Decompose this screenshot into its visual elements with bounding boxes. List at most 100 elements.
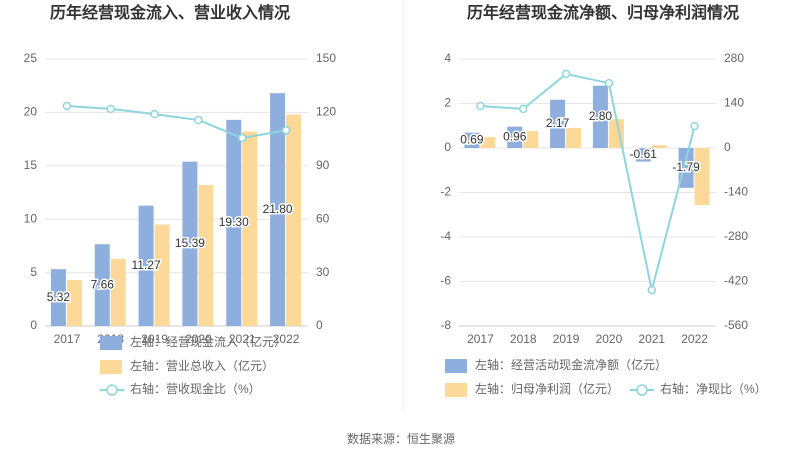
y2-tick-label: -280 [724, 229, 748, 243]
bar [592, 85, 608, 148]
line-point [647, 285, 656, 295]
y-tick-label: 4 [444, 51, 451, 65]
x-tick-label: 2019 [141, 332, 168, 346]
bar [480, 137, 496, 148]
bar [154, 224, 170, 326]
line-point [561, 69, 571, 79]
chart-title: 历年经营现金流净额、归母净利润情况 [467, 3, 739, 22]
y2-tick-label: 90 [316, 158, 330, 172]
legend-label: 左轴：经营现金流入（亿元） [130, 334, 286, 349]
bar [635, 148, 651, 162]
legend-label: 右轴：营收现金比（%） [130, 381, 261, 396]
bar [242, 131, 258, 326]
y2-tick-label: 140 [724, 96, 744, 110]
y-tick-label: -2 [440, 185, 451, 199]
bar [226, 119, 242, 326]
x-tick-label: 2019 [553, 332, 580, 346]
x-tick-label: 2021 [229, 332, 256, 346]
bar [198, 185, 214, 326]
y2-tick-label: 60 [316, 211, 330, 225]
value-label: -1.79 [672, 160, 700, 174]
y-tick-label: -8 [440, 318, 451, 332]
y2-tick-label: 0 [724, 140, 731, 154]
bar [694, 148, 710, 205]
value-label: -0.61 [630, 147, 658, 161]
bar [138, 205, 154, 326]
x-tick-label: 2022 [273, 332, 300, 346]
value-label: 2.17 [546, 116, 570, 130]
legend-label: 左轴：营业总收入（亿元） [130, 358, 274, 373]
value-label: 5.32 [47, 290, 71, 304]
y-tick-label: 25 [24, 51, 38, 65]
value-label: 19.30 [219, 215, 249, 229]
bar [523, 131, 539, 148]
legend-label: 右轴：净现比（%） [660, 381, 767, 396]
bar [651, 145, 667, 148]
bar [678, 148, 694, 188]
value-label: 15.39 [175, 236, 205, 250]
y2-tick-label: 0 [316, 318, 323, 332]
line-point [604, 78, 614, 88]
bar [464, 132, 480, 148]
bar [94, 244, 110, 326]
value-label: 7.66 [91, 277, 115, 291]
y-tick-label: -4 [440, 229, 451, 243]
x-tick-label: 2020 [185, 332, 212, 346]
y-tick-label: 15 [24, 158, 38, 172]
x-tick-label: 2020 [596, 332, 623, 346]
x-tick-label: 2017 [54, 332, 81, 346]
y2-tick-label: 150 [316, 51, 336, 65]
y2-tick-label: -560 [724, 318, 748, 332]
chart-title: 历年经营现金流入、营业收入情况 [50, 3, 290, 22]
x-tick-label: 2022 [681, 332, 708, 346]
x-tick-label: 2021 [638, 332, 665, 346]
y-tick-label: 5 [30, 265, 37, 279]
bar [182, 161, 198, 326]
bar [50, 269, 66, 326]
line [480, 72, 696, 291]
value-label: 0.69 [460, 132, 484, 146]
y-tick-label: 0 [30, 318, 37, 332]
legend-swatch [106, 384, 118, 396]
bar [550, 99, 566, 148]
legend-swatch [445, 383, 467, 397]
line-point [690, 121, 699, 131]
value-label: 0.96 [503, 129, 527, 143]
y2-tick-label: -140 [724, 185, 748, 199]
legend-swatch [636, 384, 648, 396]
y-tick-label: 20 [24, 105, 38, 119]
line [66, 104, 287, 140]
legend-label: 左轴：经营活动现金流净额（亿元） [475, 357, 667, 372]
y2-tick-label: 120 [316, 105, 336, 119]
line-point [150, 109, 159, 119]
value-label: 2.80 [589, 109, 613, 123]
y2-tick-label: 30 [316, 265, 330, 279]
y-tick-label: -6 [440, 274, 451, 288]
line-point [62, 101, 72, 111]
bar [286, 114, 302, 326]
line-point [476, 101, 485, 111]
y2-tick-label: 280 [724, 51, 744, 65]
bar [507, 126, 523, 148]
legend-swatch [100, 336, 122, 350]
legend-swatch [100, 360, 122, 374]
x-tick-label: 2017 [467, 332, 494, 346]
footer: 数据来源：恒生聚源 [347, 431, 455, 446]
line-point [194, 115, 203, 125]
bar [66, 280, 82, 326]
line-point [106, 104, 115, 114]
line-point [238, 133, 247, 143]
bar [270, 93, 286, 327]
legend-swatch [445, 359, 467, 373]
legend-label: 左轴：归母净利润（亿元） [475, 381, 619, 396]
value-label: 11.27 [132, 258, 161, 272]
line-point [519, 104, 528, 114]
x-tick-label: 2018 [510, 332, 537, 346]
bar [110, 258, 126, 326]
y2-tick-label: -420 [724, 274, 748, 288]
value-label: 21.80 [263, 202, 293, 216]
y-tick-label: 0 [444, 140, 451, 154]
y-tick-label: 10 [24, 211, 38, 225]
bar [566, 127, 582, 148]
